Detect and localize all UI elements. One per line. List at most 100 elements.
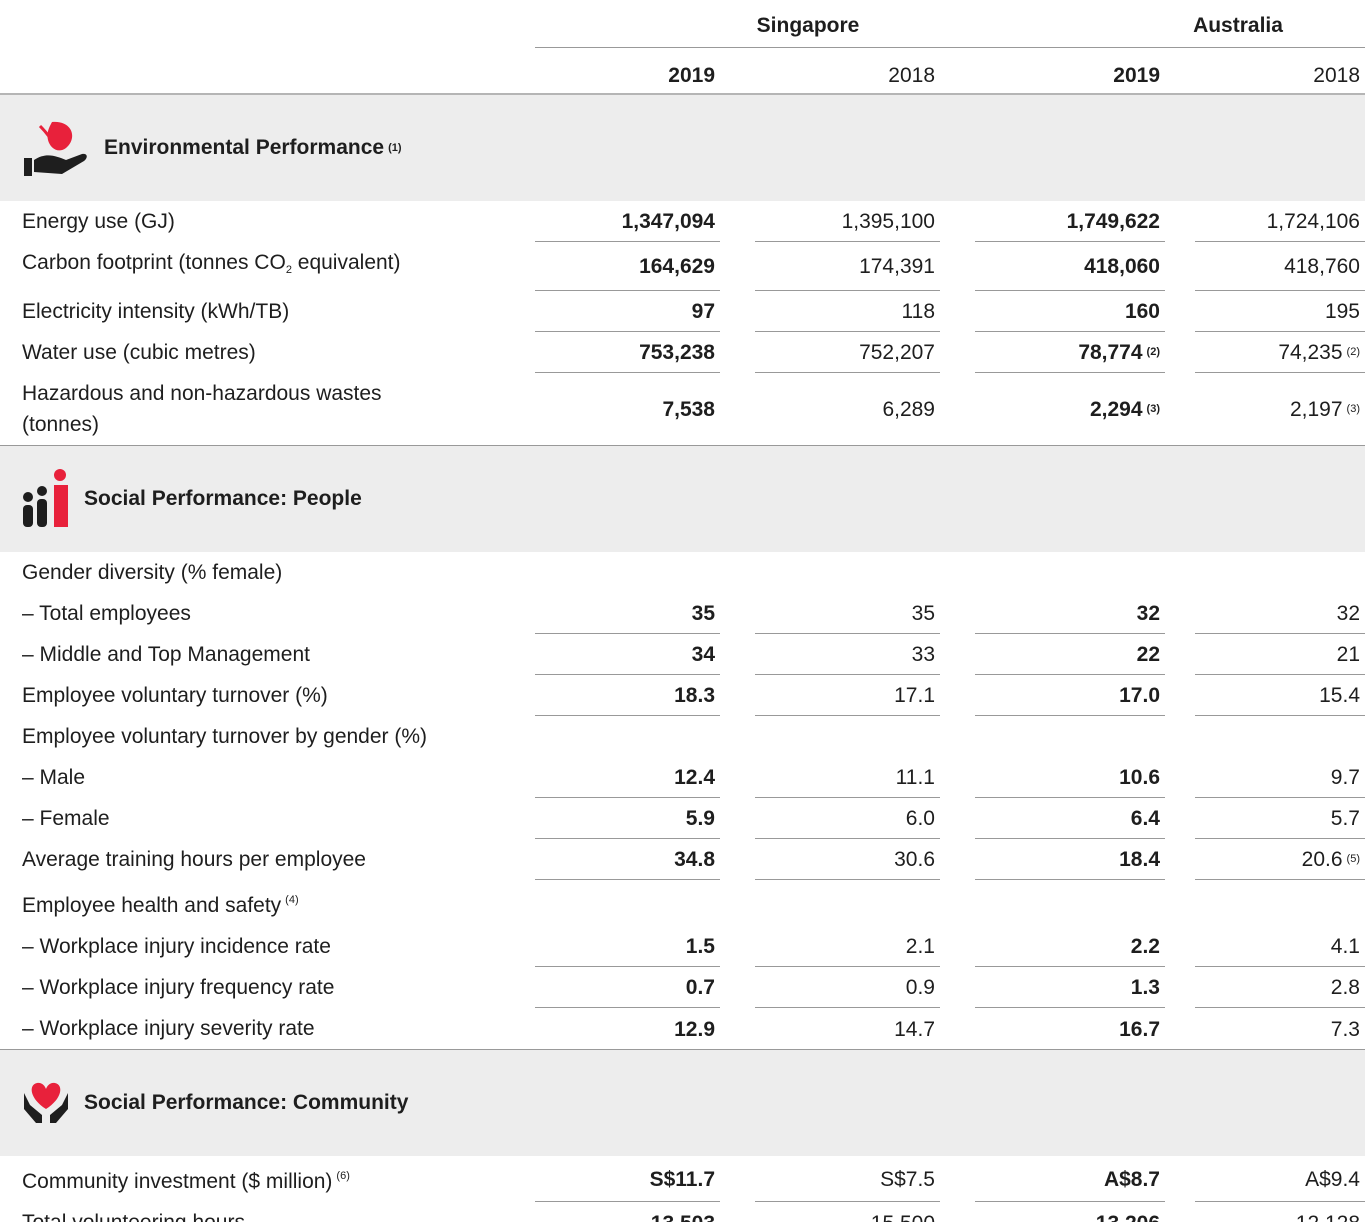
table-row: Electricity intensity (kWh/TB) 97 118 160 19…	[0, 291, 1365, 332]
value-cell: 12.4	[535, 757, 720, 798]
value: 1,395,100	[841, 210, 935, 233]
label: Gender diversity (% female)	[22, 561, 283, 584]
section-title: Environmental Performance	[104, 136, 385, 159]
table-row: – Workplace injury incidence rate 1.5 2.1 2…	[0, 926, 1365, 967]
value-cell: 1.5	[535, 926, 720, 967]
label-text: Gender diversity (% female)	[22, 557, 282, 588]
label-text: Carbon footprint (tonnes CO2 equivalent)	[22, 247, 401, 286]
label-text: – Female	[22, 803, 110, 834]
spacer	[515, 1156, 535, 1202]
group-header: Australia	[1193, 14, 1283, 37]
label: – Male	[22, 766, 86, 789]
section-header: Social Performance: People	[0, 446, 1365, 552]
label-text: Water use (cubic metres)	[22, 337, 256, 368]
spacer	[515, 967, 535, 1008]
value-cell: 6.0	[755, 798, 940, 839]
value: 752,207	[859, 341, 935, 364]
label-text: – Workplace injury frequency rate	[22, 972, 334, 1003]
year-row: 2019 2018 2019 2018	[0, 60, 1365, 91]
divider	[535, 47, 1365, 48]
value: 1.5	[685, 935, 715, 958]
row-label: Community investment ($ million) (6)	[0, 1156, 515, 1202]
year-header: 2018	[888, 64, 935, 87]
value: 1,724,106	[1266, 210, 1360, 233]
section: Social Performance: People Gender diversi…	[0, 446, 1365, 1050]
label-text: Community investment ($ million) (6)	[22, 1161, 350, 1197]
value-cell: 32	[1195, 593, 1365, 634]
value: A$9.4	[1305, 1167, 1360, 1191]
value: 74,235	[1278, 341, 1343, 364]
value-cell: S$11.7	[535, 1156, 720, 1202]
value-cell: 2.2	[975, 926, 1165, 967]
spacer	[515, 332, 535, 373]
label-text: Average training hours per employee	[22, 844, 366, 875]
value-cell: 22	[975, 634, 1165, 675]
value: 418,060	[1084, 255, 1160, 278]
value: 753,238	[639, 341, 715, 364]
value-cell: 6,289	[755, 373, 940, 445]
value: 2.1	[905, 935, 935, 958]
subscript: 2	[285, 264, 292, 276]
table-row: – Middle and Top Management 34 33 22 21	[0, 634, 1365, 675]
table-row: – Male 12.4 11.1 10.6 9.7	[0, 757, 1365, 798]
spacer	[515, 634, 535, 675]
value-cell: 34	[535, 634, 720, 675]
spacer	[515, 675, 535, 716]
label-text: – Workplace injury severity rate	[22, 1013, 315, 1044]
footnote-ref: (4)	[285, 894, 299, 906]
row-label: – Workplace injury incidence rate	[0, 926, 515, 967]
label: Carbon footprint (tonnes CO	[22, 251, 286, 274]
value-cell: 17.0	[975, 675, 1165, 716]
label: Average training hours per employee	[22, 848, 366, 871]
value: A$8.7	[1103, 1167, 1160, 1191]
value: 17.1	[894, 684, 935, 707]
value: 1.3	[1130, 976, 1160, 999]
table-row: – Workplace injury severity rate 12.9 14.7…	[0, 1008, 1365, 1049]
value: 2.8	[1330, 976, 1360, 999]
table-row: Employee voluntary turnover (%) 18.3 17.1 1…	[0, 675, 1365, 716]
value-cell: 18.4	[975, 839, 1165, 880]
row-label: – Workplace injury frequency rate	[0, 967, 515, 1008]
value-cell: 2,294 (3)	[975, 373, 1165, 445]
section-icon	[24, 1082, 68, 1123]
value: 6.0	[905, 807, 935, 830]
value: 97	[691, 300, 715, 323]
label: – Female	[22, 807, 110, 830]
spacer	[515, 242, 535, 291]
label-text: Employee voluntary turnover by gender (%…	[22, 721, 427, 752]
value-cell: 11.1	[755, 757, 940, 798]
value-cell: 752,207	[755, 332, 940, 373]
value: 11.1	[895, 766, 935, 789]
row-label: Average training hours per employee	[0, 839, 515, 880]
label: Employee health and safety	[22, 894, 282, 917]
value: 12,128	[1296, 1208, 1360, 1222]
value-cell: A$9.4	[1195, 1156, 1365, 1202]
row-label: Total volunteering hours	[0, 1202, 515, 1222]
value-cell: 418,760	[1195, 242, 1365, 291]
table-row: – Female 5.9 6.0 6.4 5.7	[0, 798, 1365, 839]
value: 14.7	[894, 1017, 935, 1041]
section-title: Social Performance: Community	[84, 1091, 409, 1114]
table-row: Community investment ($ million) (6) S$11.…	[0, 1156, 1365, 1202]
value-cell: 35	[755, 593, 940, 634]
spacer	[515, 757, 535, 798]
value-cell: 2.1	[755, 926, 940, 967]
value: S$7.5	[880, 1167, 935, 1191]
section-header: Social Performance: Community	[0, 1050, 1365, 1156]
label-text: Energy use (GJ)	[22, 206, 175, 237]
table-row: Carbon footprint (tonnes CO2 equivalent)…	[0, 242, 1365, 291]
label: Community investment ($ million)	[22, 1170, 333, 1193]
label-text: Electricity intensity (kWh/TB)	[22, 296, 289, 327]
value: 195	[1324, 300, 1360, 323]
value-cell: S$7.5	[755, 1156, 940, 1202]
value-cell: 30.6	[755, 839, 940, 880]
label-text: Employee health and safety (4)	[22, 885, 299, 921]
label: – Workplace injury frequency rate	[22, 976, 335, 999]
table-row: Average training hours per employee 34.8 3…	[0, 839, 1365, 880]
group-header: Singapore	[756, 14, 860, 37]
spacer	[515, 880, 535, 926]
value: 18.4	[1119, 848, 1160, 871]
value-cell: 195	[1195, 291, 1365, 332]
value: 22	[1136, 643, 1160, 666]
value: 33	[911, 643, 935, 666]
